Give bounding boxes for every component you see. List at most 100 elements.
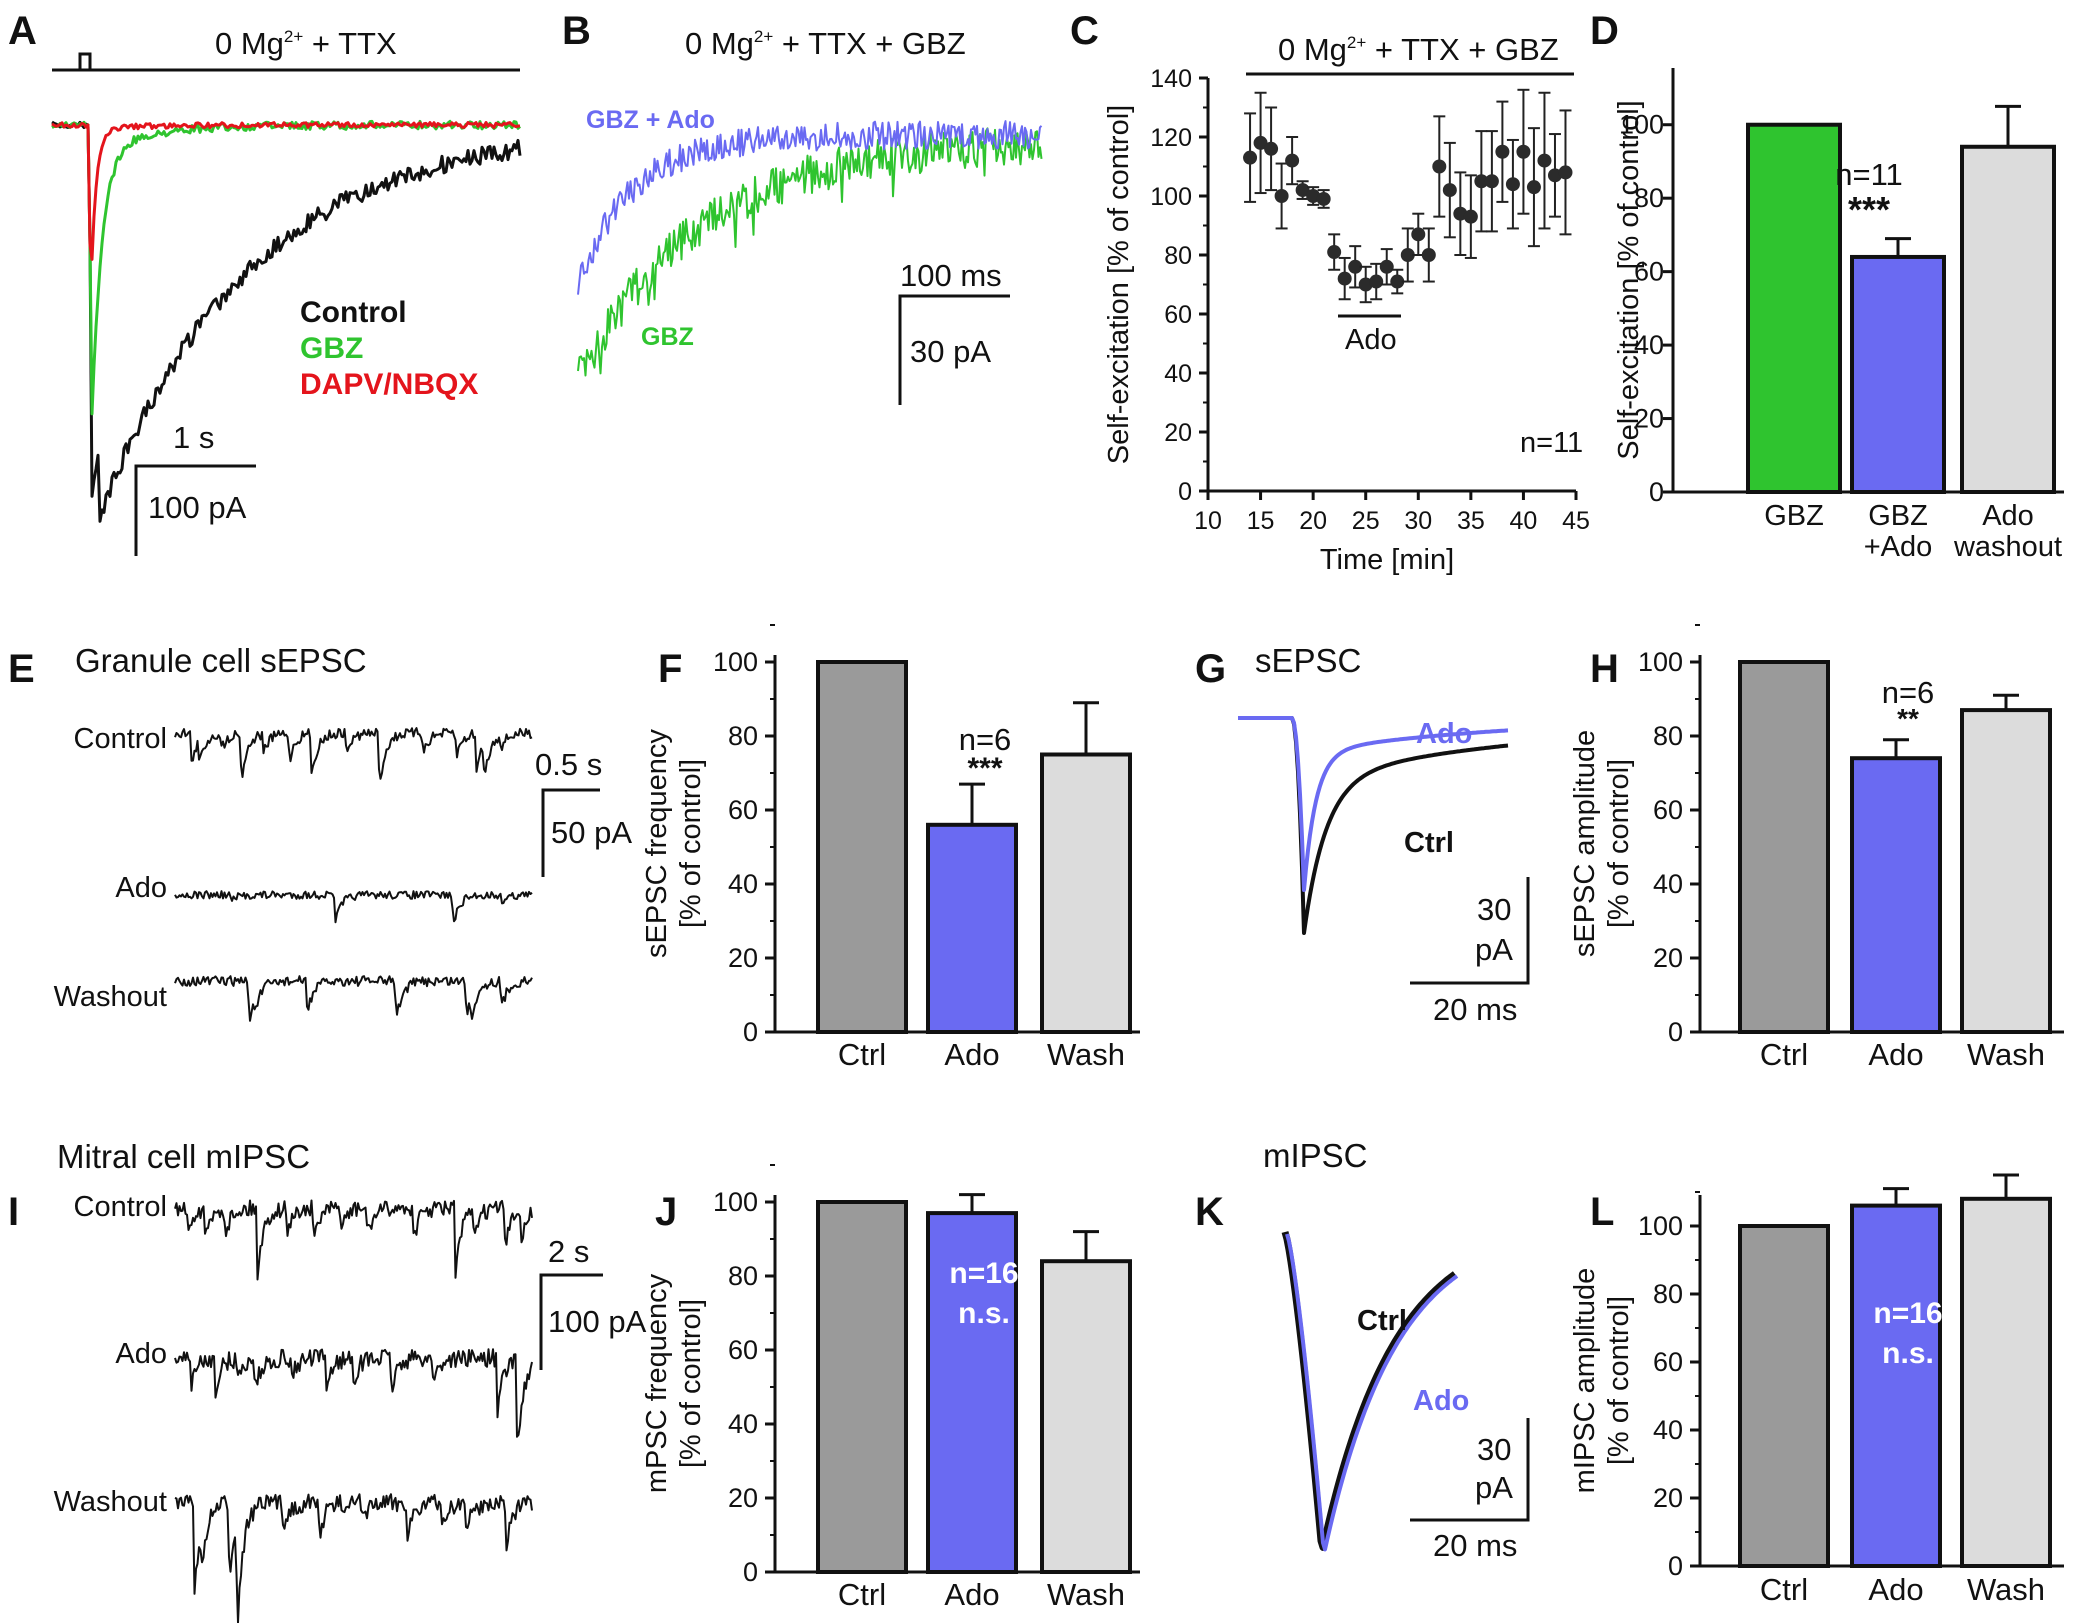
significance-label: **	[1897, 703, 1919, 734]
category-label: GBZ	[1868, 500, 1928, 532]
y-tick-label: 0	[1668, 1551, 1683, 1581]
y-axis-label: [% of control]	[675, 1299, 707, 1468]
y-axis-label: [% of control]	[1603, 1296, 1635, 1465]
scale-bar	[1410, 877, 1530, 985]
y-tick-label: 80	[1634, 183, 1664, 213]
data-point	[1463, 209, 1478, 224]
y-axis-label: Self-excitation [% of control]	[1103, 105, 1135, 464]
panel-title: Granule cell sEPSC	[75, 642, 367, 679]
data-point	[1264, 141, 1279, 156]
scale-amp-label: 30 pA	[910, 334, 991, 369]
data-point	[1253, 135, 1268, 150]
bar	[1960, 708, 2052, 1034]
y-tick-label: 60	[1634, 257, 1664, 287]
bar-chart: 0 20 40 60 80 100 mIPSC amplitude [% of control…	[1569, 1173, 2064, 1607]
bar	[1738, 1224, 1830, 1568]
bar-chart: 0 20 40 60 80 100 mPSC frequency [% of control]…	[641, 1164, 1140, 1612]
bar	[1738, 660, 1830, 1034]
y-tick-label: 40	[728, 869, 758, 899]
category-label: Ado	[1982, 500, 2034, 532]
category-label: Wash	[1047, 1577, 1125, 1612]
trace-label-washout: Washout	[54, 1486, 167, 1518]
bar	[926, 822, 1018, 1034]
data-point	[1379, 259, 1394, 274]
n-label: n=6	[959, 722, 1012, 757]
category-label: +Ado	[1864, 531, 1933, 563]
data-point	[1442, 183, 1457, 198]
trace-washout	[174, 1493, 533, 1623]
category-label: Ado	[944, 1037, 999, 1072]
panel-b: B 0 Mg2+ + TTX + GBZ GBZ + Ado GBZ 100 m…	[562, 9, 1043, 405]
trace-gbz-ado	[577, 120, 1043, 295]
label-ado: Ado	[1413, 1385, 1469, 1417]
drug-bar-label: Ado	[1345, 324, 1397, 356]
category-label: Ado	[1868, 1037, 1923, 1072]
y-axis-label: mPSC frequency	[641, 1273, 673, 1493]
scale-time-label: 20 ms	[1433, 992, 1517, 1027]
panel-letter-g: G	[1195, 647, 1226, 691]
panel-letter-a: A	[8, 9, 37, 53]
trace-washout	[174, 975, 533, 1022]
x-tick-label: 35	[1457, 507, 1485, 535]
panel-letter-j: J	[655, 1190, 677, 1234]
data-point	[1306, 189, 1321, 203]
bar	[1850, 756, 1942, 1034]
y-tick-label: 100	[1638, 647, 1683, 677]
scale-amp-unit: pA	[1475, 1470, 1513, 1505]
y-tick-label: 20	[1653, 1483, 1683, 1513]
category-label: Ctrl	[838, 1037, 886, 1072]
data-point	[1400, 248, 1415, 262]
y-tick-label: 60	[728, 795, 758, 825]
trace-ado	[174, 890, 533, 924]
trace-control	[174, 1199, 533, 1281]
label-gbz-ado: GBZ + Ado	[586, 106, 715, 134]
data-point	[1337, 271, 1352, 286]
panel-title: Mitral cell mIPSC	[57, 1138, 310, 1175]
trace-label-control: Control	[74, 1191, 168, 1223]
panel-letter-f: F	[658, 647, 682, 691]
data-point	[1243, 150, 1258, 165]
trace-label-ado: Ado	[115, 1338, 167, 1370]
y-axis-label: mIPSC amplitude	[1569, 1268, 1601, 1494]
category-label: Wash	[1047, 1037, 1125, 1072]
legend-control: Control	[300, 296, 407, 329]
bar	[1040, 752, 1132, 1034]
y-tick-label: 100	[713, 647, 758, 677]
legend-dapv-nbqx: DAPV/NBQX	[300, 368, 478, 401]
bar	[1040, 1259, 1132, 1574]
scale-bar	[898, 294, 1010, 405]
y-tick-label: 80	[728, 721, 758, 751]
trace-ado	[1285, 1233, 1459, 1552]
scale-amp-label: 100 pA	[148, 490, 247, 525]
y-tick-label: 60	[1653, 1347, 1683, 1377]
stimulus-marker	[78, 52, 92, 70]
scale-time-label: 0.5 s	[535, 747, 602, 782]
data-point	[1348, 259, 1363, 274]
data-point	[1505, 177, 1520, 192]
scale-bar	[541, 788, 600, 877]
n-label: n=6	[1882, 675, 1935, 710]
panel-g: G sEPSC Ado Ctrl 30 pA 20 ms	[1195, 642, 1530, 1027]
category-label: Ado	[1868, 1572, 1923, 1607]
category-label: GBZ	[1764, 500, 1824, 532]
bar	[1746, 122, 1842, 495]
label-ado: Ado	[1416, 718, 1472, 750]
panel-letter-k: K	[1195, 1190, 1224, 1234]
label-gbz: GBZ	[641, 323, 694, 351]
bar	[1960, 144, 2056, 494]
y-axis-label: Self-excitation [% of control]	[1613, 100, 1645, 459]
trace-label-ado: Ado	[115, 872, 167, 904]
panel-letter-i: I	[8, 1190, 19, 1234]
panel-i: I Mitral cell mIPSC Control Ado Washout …	[8, 1138, 647, 1623]
data-point	[1526, 180, 1541, 195]
y-tick-label: 100	[1150, 183, 1192, 211]
trace-control	[174, 727, 533, 780]
n-label: n=11	[1520, 427, 1583, 459]
category-label: Ctrl	[1760, 1037, 1808, 1072]
trace-label-control: Control	[74, 723, 168, 755]
panel-letter-e: E	[8, 647, 35, 691]
scale-bar	[134, 464, 256, 556]
y-tick-label: 120	[1150, 124, 1192, 152]
